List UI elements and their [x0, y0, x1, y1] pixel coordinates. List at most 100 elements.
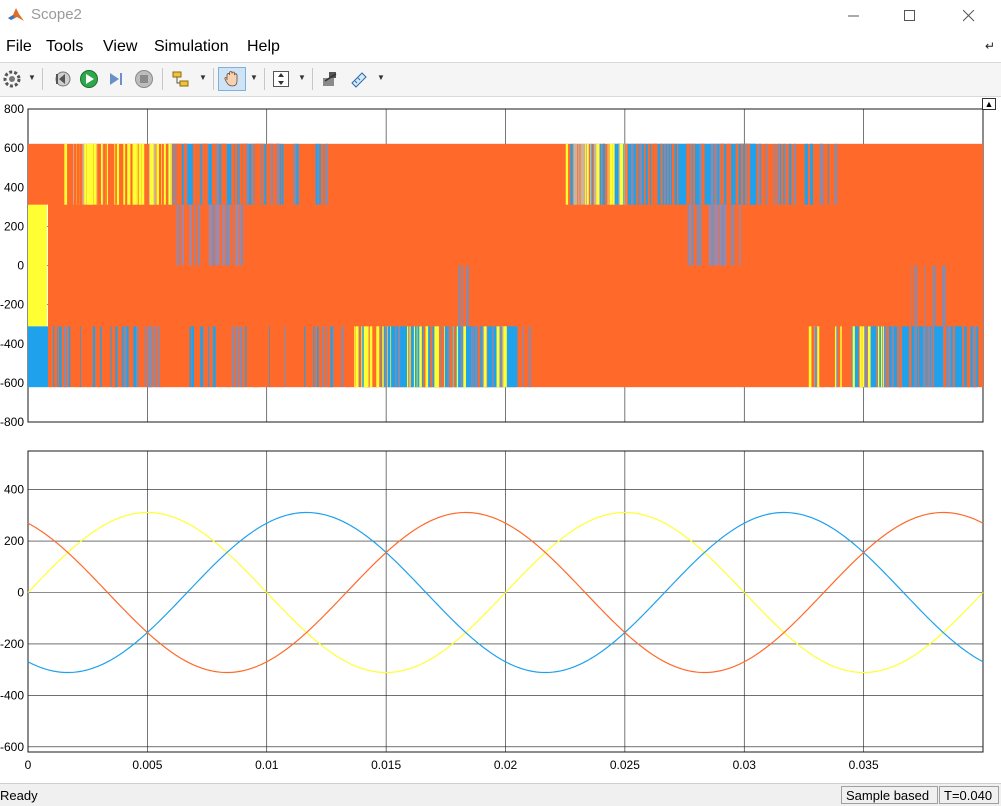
switching-stripe [115, 326, 118, 388]
switching-stripe [166, 143, 169, 205]
minimize-button[interactable] [831, 0, 877, 31]
bottom-axes[interactable]: 400 200 0 -200 -400 -600 0 0.005 0.01 0.015 0.02 0… [0, 450, 984, 772]
switching-stripe [354, 326, 356, 388]
switching-stripe [614, 143, 617, 205]
menu-help[interactable]: Help [247, 38, 280, 55]
top-ytick-label: 600 [4, 141, 24, 155]
switching-stripe [191, 326, 195, 388]
switching-stripe [747, 143, 750, 205]
switching-stripe [161, 143, 162, 205]
switching-stripe [434, 326, 437, 388]
switching-stripe [245, 326, 247, 388]
switching-stripe [453, 326, 456, 388]
pan-button[interactable] [218, 67, 246, 91]
switching-stripe [586, 143, 589, 205]
switching-stripe [163, 143, 166, 205]
switching-stripe [168, 143, 171, 205]
zoom-axes-icon [273, 71, 289, 87]
menu-overflow-icon[interactable]: ↵ [984, 39, 995, 53]
switching-stripe [666, 143, 668, 205]
maximize-button[interactable] [887, 0, 933, 31]
switching-stripe [836, 326, 839, 388]
switching-stripe [239, 143, 242, 205]
switching-stripe [127, 143, 131, 205]
switching-stripe [911, 265, 913, 327]
switching-stripe [669, 143, 671, 205]
measure-button[interactable] [347, 67, 371, 91]
run-button[interactable] [77, 67, 101, 91]
switching-stripe [252, 326, 256, 388]
style-button[interactable] [318, 67, 342, 91]
switching-stripe [914, 326, 917, 388]
highlight-block-button[interactable] [169, 67, 193, 91]
settings-dropdown-icon[interactable]: ▼ [28, 73, 36, 82]
switching-stripe [471, 326, 473, 388]
menu-simulation[interactable]: Simulation [154, 38, 229, 55]
switching-stripe [108, 143, 112, 205]
zoom-dropdown-icon[interactable]: ▼ [298, 73, 306, 82]
run-icon [80, 70, 98, 88]
undock-axes-icon[interactable]: ▲ [982, 98, 996, 110]
switching-stripe [261, 143, 263, 205]
switching-stripe [318, 143, 321, 205]
top-axes[interactable]: 800 600 400 200 0 -200 -400 -600 -800 [0, 102, 984, 429]
switching-stripe [942, 326, 945, 388]
top-ytick-label: 0 [17, 259, 24, 273]
style-icon [323, 72, 337, 86]
switching-stripe [499, 326, 503, 388]
switching-stripe [68, 326, 71, 388]
switching-stripe [867, 326, 869, 388]
step-back-icon [55, 71, 71, 87]
zoom-axes-button[interactable] [269, 67, 293, 91]
switching-stripe [84, 143, 87, 205]
switching-stripe [244, 143, 247, 205]
step-forward-button[interactable] [104, 67, 128, 91]
pan-dropdown-icon[interactable]: ▼ [250, 73, 258, 82]
switching-stripe [407, 326, 409, 388]
switching-stripe [260, 143, 263, 205]
switching-stripe [496, 326, 499, 388]
switching-stripe [719, 204, 722, 266]
switching-stripe [104, 143, 107, 205]
switching-stripe [900, 326, 902, 388]
step-back-button[interactable] [50, 67, 74, 91]
switching-stripe [804, 143, 808, 205]
switching-stripe [229, 204, 231, 266]
switching-stripe [252, 143, 255, 205]
switching-stripe [793, 143, 797, 205]
switching-stripe [483, 326, 486, 388]
switching-stripe [897, 326, 900, 388]
switching-stripe [234, 326, 236, 388]
switching-stripe [689, 204, 691, 266]
switching-stripe [933, 326, 935, 388]
switching-stripe [80, 326, 82, 388]
menu-tools[interactable]: Tools [46, 38, 84, 55]
switching-stripe [205, 143, 207, 205]
switching-stripe [91, 143, 93, 205]
status-bar: Ready Sample based T=0.040 [0, 783, 1001, 806]
measure-dropdown-icon[interactable]: ▼ [377, 73, 385, 82]
switching-stripe [944, 265, 947, 327]
switching-stripe [397, 326, 401, 388]
switching-stripe [231, 143, 235, 205]
switching-stripe [932, 265, 935, 327]
switching-stripe [156, 143, 159, 205]
menu-file[interactable]: File [6, 38, 32, 55]
switching-stripe [575, 143, 578, 205]
switching-stripe [660, 143, 663, 205]
switching-stripe [722, 204, 725, 266]
highlight-dropdown-icon[interactable]: ▼ [199, 73, 207, 82]
switching-stripe [728, 143, 732, 205]
switching-stripe [876, 326, 878, 388]
stop-button[interactable] [132, 67, 156, 91]
close-button[interactable] [946, 0, 992, 31]
switching-stripe [97, 326, 101, 388]
menu-view[interactable]: View [103, 38, 138, 55]
settings-button[interactable] [0, 67, 24, 91]
bottom-xtick-label: 0.035 [849, 758, 879, 772]
switching-stripe [425, 326, 428, 388]
switching-stripe [677, 143, 679, 205]
scope-plots[interactable]: 800 600 400 200 0 -200 -400 -600 -800 400 200 0 -20… [0, 97, 1001, 780]
title-bar: Scope2 [0, 0, 1001, 31]
switching-stripe [924, 265, 926, 327]
